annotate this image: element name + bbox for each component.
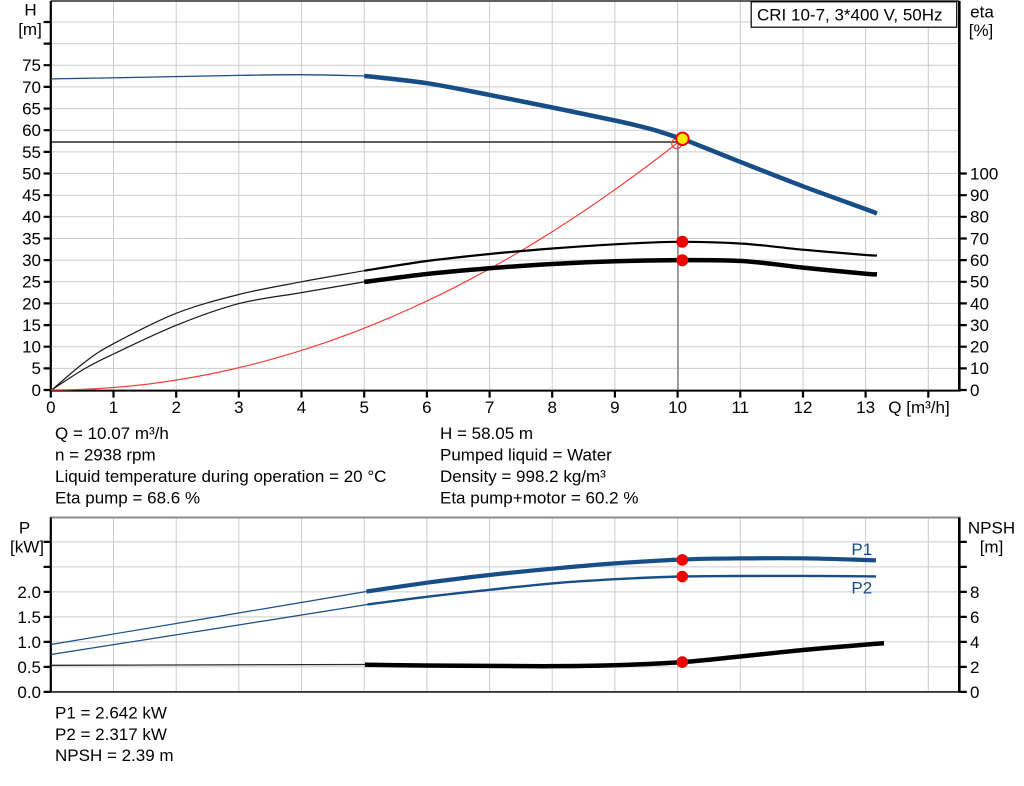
svg-text:7: 7 [485,398,494,417]
svg-text:55: 55 [22,143,41,162]
svg-text:35: 35 [22,229,41,248]
svg-text:Q [m³/h]: Q [m³/h] [888,398,949,417]
svg-text:60: 60 [22,121,41,140]
svg-text:9: 9 [610,398,619,417]
svg-text:6: 6 [970,608,979,627]
svg-text:eta: eta [970,3,994,22]
svg-text:45: 45 [22,186,41,205]
svg-text:1.5: 1.5 [17,608,41,627]
svg-text:2: 2 [970,658,979,677]
svg-text:P1: P1 [851,540,872,559]
svg-text:4: 4 [297,398,306,417]
svg-text:H = 58.05 m: H = 58.05 m [440,424,533,443]
svg-text:11: 11 [731,398,749,417]
svg-text:5: 5 [359,398,368,417]
svg-text:70: 70 [22,78,41,97]
svg-text:60: 60 [970,251,989,270]
svg-text:40: 40 [22,208,41,227]
svg-text:50: 50 [970,273,989,292]
svg-text:20: 20 [970,338,989,357]
svg-text:13: 13 [856,398,875,417]
svg-text:0: 0 [970,683,979,702]
svg-text:80: 80 [970,208,989,227]
svg-text:2.0: 2.0 [17,583,41,602]
svg-text:8: 8 [547,398,556,417]
svg-text:10: 10 [668,398,687,417]
svg-text:65: 65 [22,100,41,119]
svg-text:[%]: [%] [969,21,994,40]
svg-text:6: 6 [422,398,431,417]
svg-text:90: 90 [970,186,989,205]
svg-text:1.0: 1.0 [17,633,41,652]
svg-text:20: 20 [22,294,41,313]
svg-text:[m]: [m] [980,538,1004,557]
svg-text:[m]: [m] [18,20,42,39]
svg-text:0: 0 [46,398,55,417]
svg-text:[kW]: [kW] [10,538,44,557]
svg-text:50: 50 [22,164,41,183]
svg-text:10: 10 [970,359,989,378]
svg-text:4: 4 [970,633,979,652]
svg-text:40: 40 [970,294,989,313]
svg-text:Density = 998.2 kg/m³: Density = 998.2 kg/m³ [440,467,606,486]
svg-text:P: P [19,519,30,538]
svg-text:10: 10 [22,338,41,357]
svg-text:Liquid temperature during oper: Liquid temperature during operation = 20… [55,467,386,486]
svg-text:Eta pump = 68.6 %: Eta pump = 68.6 % [55,488,200,507]
svg-text:3: 3 [234,398,243,417]
svg-text:0.5: 0.5 [17,658,41,677]
svg-text:15: 15 [22,316,41,335]
svg-text:75: 75 [22,56,41,75]
svg-text:Q = 10.07 m³/h: Q = 10.07 m³/h [55,424,169,443]
svg-text:P1 = 2.642 kW: P1 = 2.642 kW [55,704,167,723]
svg-text:5: 5 [32,359,41,378]
svg-text:P2: P2 [851,579,872,598]
svg-text:CRI 10-7, 3*400 V, 50Hz: CRI 10-7, 3*400 V, 50Hz [757,6,943,25]
svg-text:NPSH = 2.39 m: NPSH = 2.39 m [55,746,174,765]
svg-text:Pumped liquid = Water: Pumped liquid = Water [440,445,612,464]
svg-text:70: 70 [970,229,989,248]
svg-text:n = 2938 rpm: n = 2938 rpm [55,445,156,464]
svg-text:2: 2 [171,398,180,417]
svg-text:NPSH: NPSH [968,519,1015,538]
svg-text:0: 0 [970,381,979,400]
svg-text:0.0: 0.0 [17,683,41,702]
svg-text:0: 0 [32,381,41,400]
svg-text:30: 30 [970,316,989,335]
svg-text:Eta pump+motor = 60.2 %: Eta pump+motor = 60.2 % [440,488,638,507]
svg-text:12: 12 [794,398,813,417]
svg-text:P2 = 2.317 kW: P2 = 2.317 kW [55,725,167,744]
svg-text:H: H [24,1,36,20]
svg-text:100: 100 [970,164,998,183]
svg-text:25: 25 [22,273,41,292]
svg-text:30: 30 [22,251,41,270]
svg-text:8: 8 [970,583,979,602]
svg-text:1: 1 [109,398,118,417]
